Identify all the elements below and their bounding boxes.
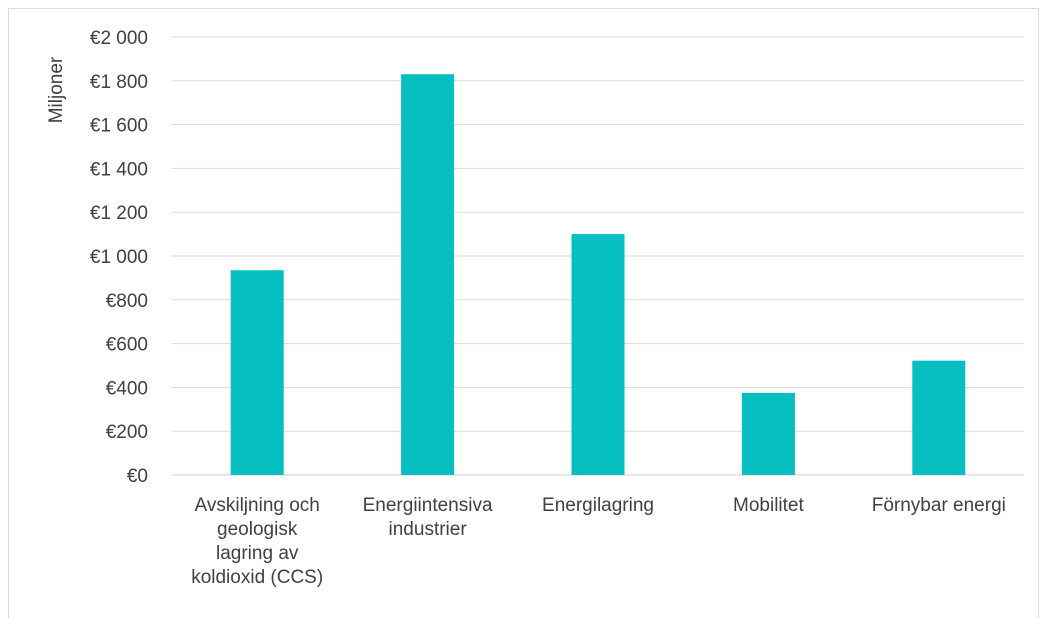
y-tick-label: €1 000 — [90, 247, 148, 268]
y-tick-label: €200 — [106, 422, 148, 443]
x-tick-label: Förnybar energi — [872, 495, 1006, 516]
x-tick-label: Mobilitet — [733, 495, 804, 516]
x-tick-label: Avskiljning och — [195, 495, 320, 516]
y-tick-label: €800 — [106, 291, 148, 312]
bar — [912, 361, 965, 475]
bar — [401, 74, 454, 475]
y-tick-label: €400 — [106, 378, 148, 399]
y-tick-label: €0 — [127, 466, 148, 487]
bar — [572, 234, 625, 475]
bar — [231, 270, 284, 475]
y-tick-label: €1 800 — [90, 72, 148, 93]
x-tick-label: koldioxid (CCS) — [191, 567, 323, 588]
y-axis-label: Miljoner — [46, 56, 67, 123]
y-tick-label: €1 400 — [90, 159, 148, 180]
x-tick-label: Energiintensiva — [363, 495, 493, 516]
y-tick-label: €2 000 — [90, 28, 148, 49]
x-tick-label: lagring av — [216, 543, 299, 564]
x-tick-labels: Avskiljning och geologisk lagring av koldio… — [191, 495, 1006, 588]
y-tick-label: €600 — [106, 335, 148, 356]
y-tick-label: €1 600 — [90, 116, 148, 137]
bar — [742, 393, 795, 475]
y-tick-label: €1 200 — [90, 203, 148, 224]
x-tick-label: geologisk — [217, 519, 298, 540]
bars — [231, 74, 966, 475]
x-tick-label: Energilagring — [542, 495, 654, 516]
y-tick-labels: €0 €200 €400 €600 €800 €1 000 €1 200 €1 400 €1 6… — [90, 28, 148, 487]
x-tick-label: industrier — [389, 519, 468, 540]
